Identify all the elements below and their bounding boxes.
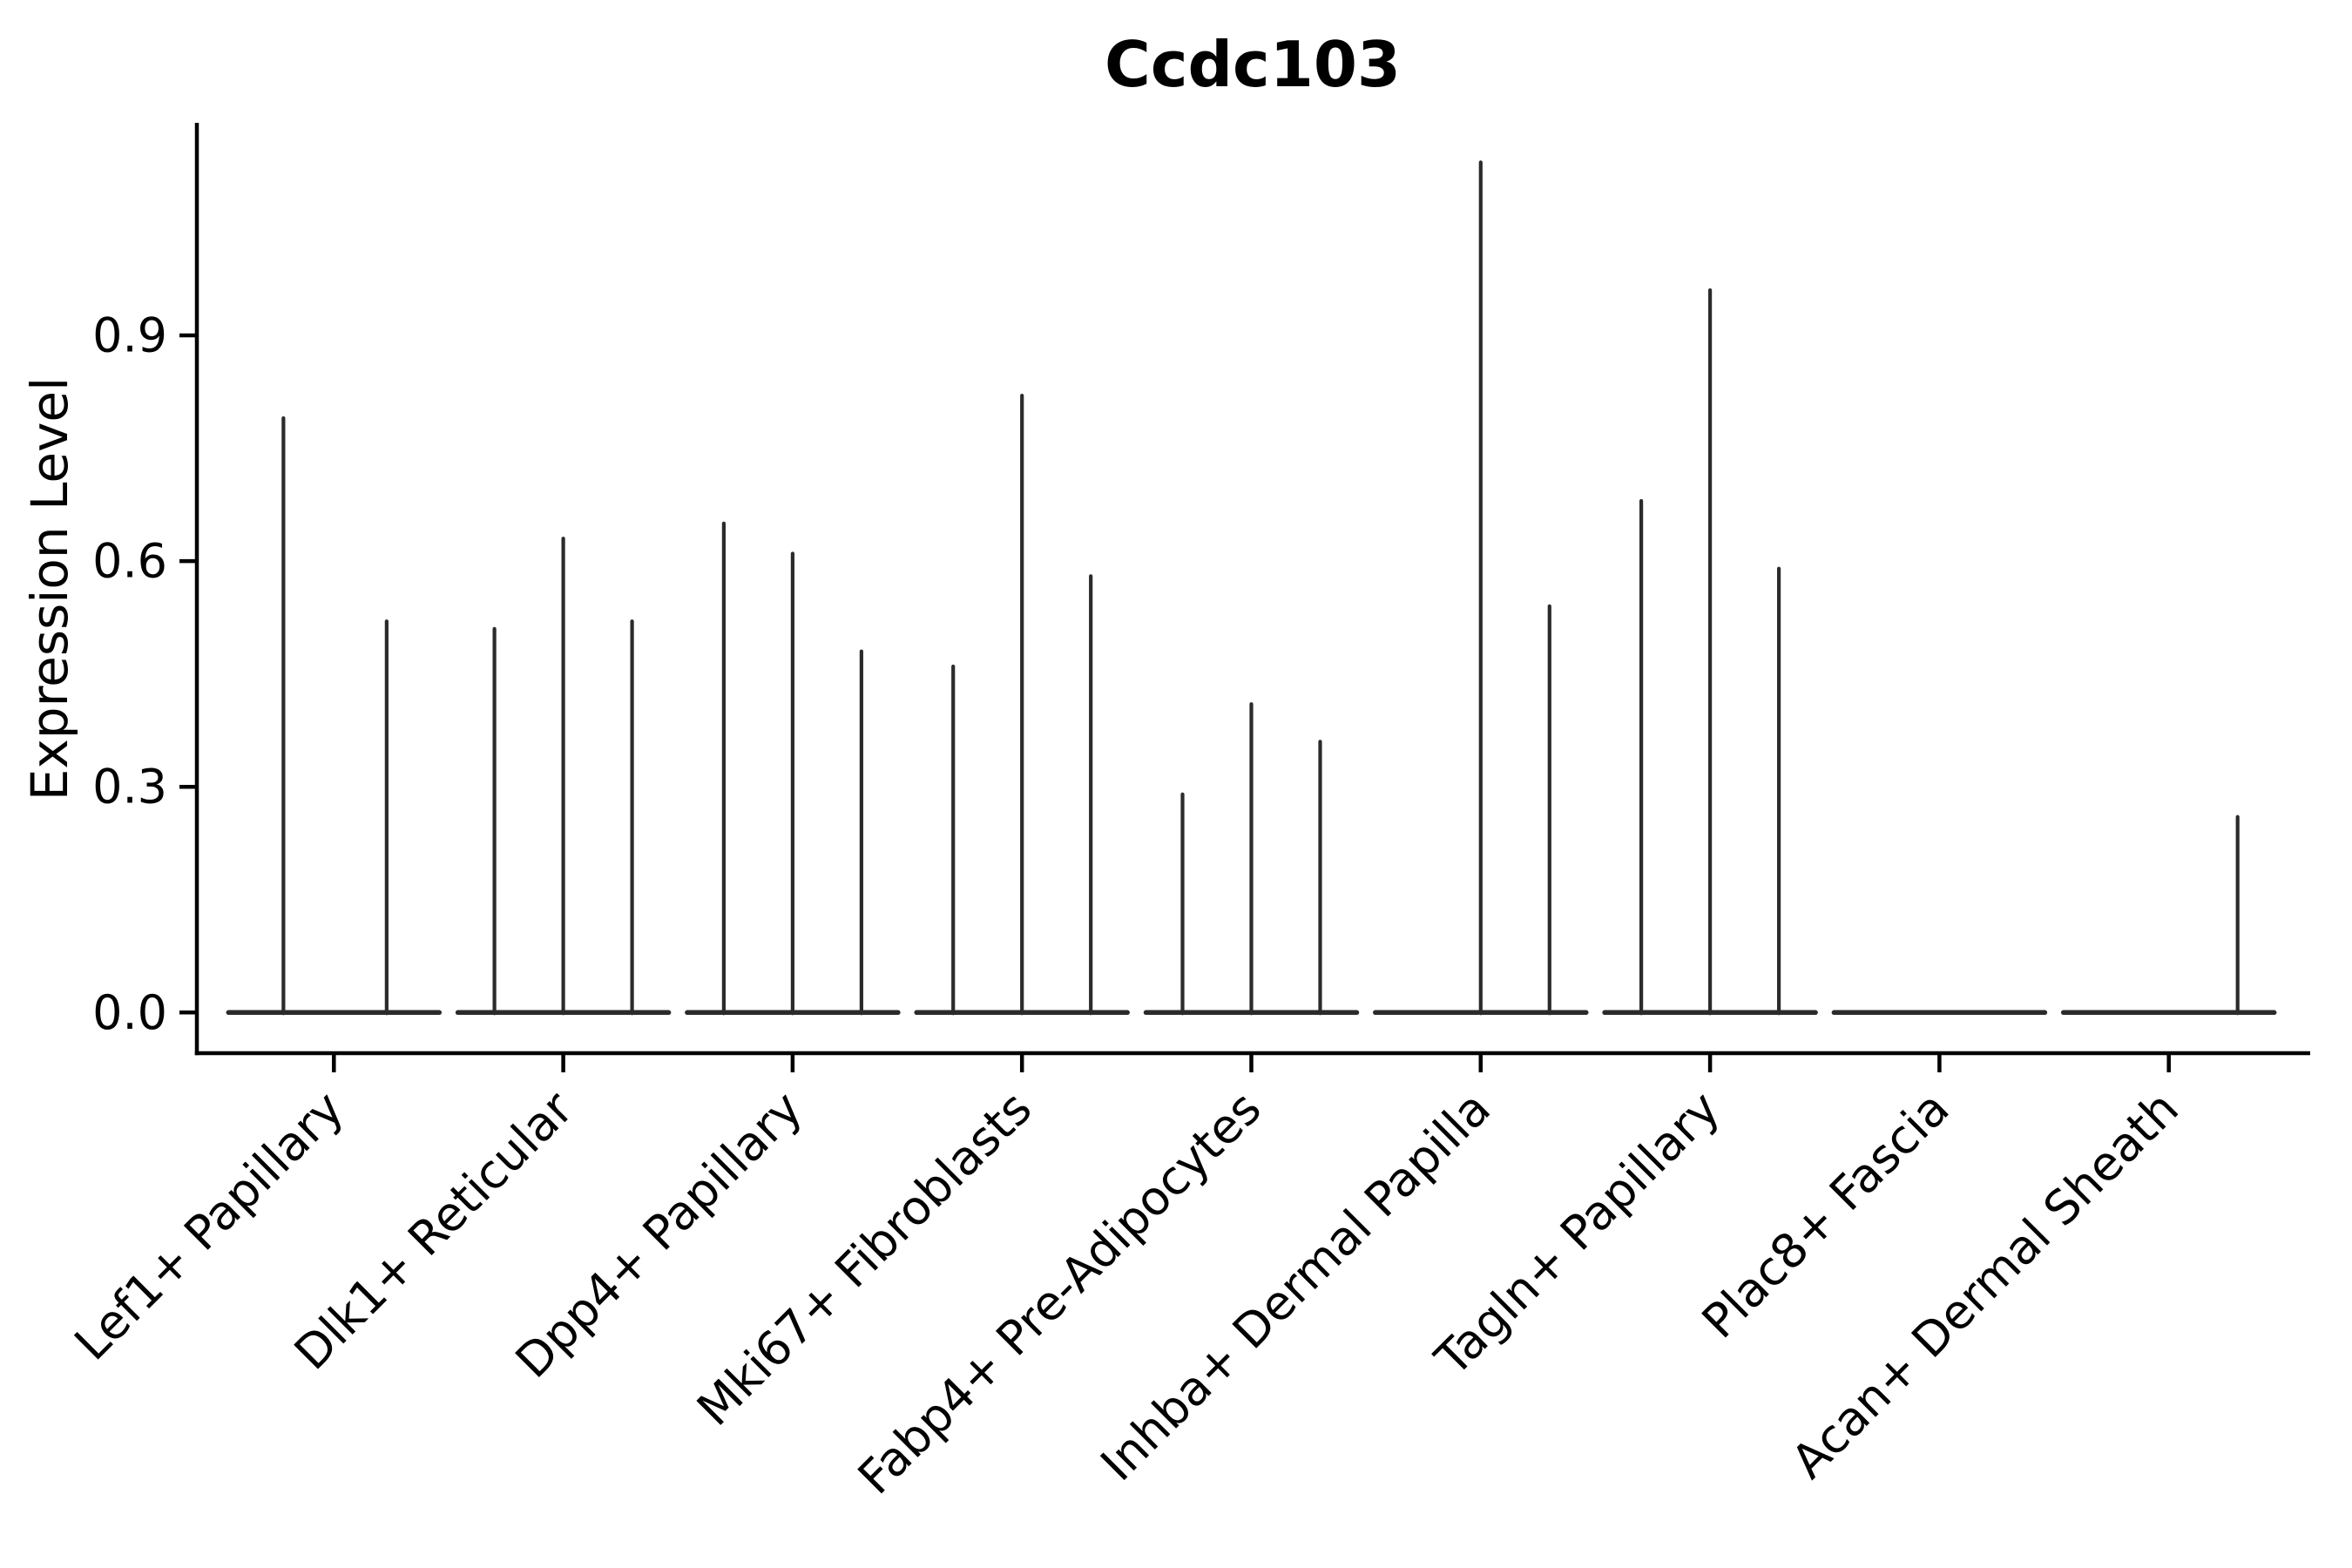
- x-tick-label: Acan+ Dermal Sheath: [1781, 1081, 2188, 1489]
- x-tick-label: Fabp4+ Pre-Adipocytes: [848, 1081, 1272, 1505]
- y-tick-label: 0.6: [92, 534, 167, 589]
- x-tick-label: Plac8+ Fascia: [1692, 1081, 1960, 1349]
- x-tick-label: Inhba+ Dermal Papilla: [1091, 1081, 1501, 1491]
- y-tick-label: 0.3: [92, 760, 167, 814]
- y-tick-label: 0.9: [92, 308, 167, 362]
- chart-title: Ccdc103: [1104, 28, 1402, 101]
- y-tick-label: 0.0: [92, 985, 167, 1040]
